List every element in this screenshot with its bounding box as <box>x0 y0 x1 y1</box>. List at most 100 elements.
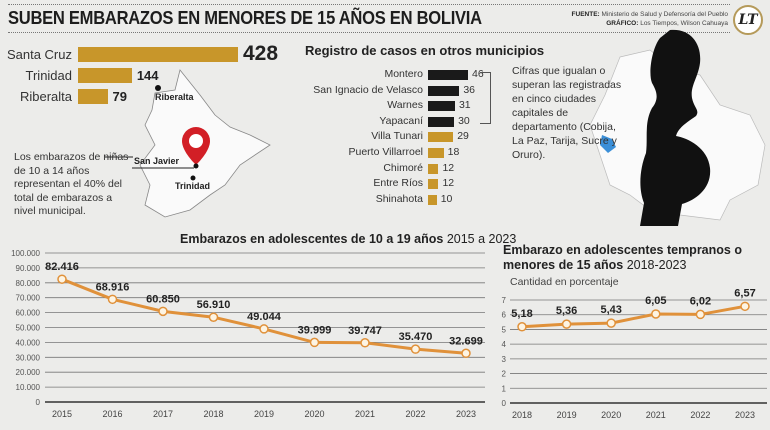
data-point <box>57 274 67 284</box>
data-point <box>158 306 168 317</box>
bracket <box>480 72 491 124</box>
city-value: 79 <box>112 89 127 104</box>
bolivia-map <box>589 49 766 221</box>
data-label: 39.747 <box>348 325 382 337</box>
x-tick-label: 2020 <box>304 409 324 419</box>
city-label: Trinidad <box>25 68 72 83</box>
chart1-title: Embarazos en adolescentes de 10 a 19 año… <box>180 232 444 246</box>
note-text: Los embarazos de niñas de 10 a 14 años r… <box>14 151 129 217</box>
chart1-subtitle: 2015 a 2023 <box>446 232 517 246</box>
x-tick-label: 2017 <box>153 409 173 419</box>
x-tick-label: 2021 <box>646 410 666 420</box>
chart2-title-block: Embarazo en adolescentes tempranos o men… <box>503 243 763 273</box>
y-tick-label: 50.000 <box>16 324 41 333</box>
y-tick-label: 5 <box>502 325 507 334</box>
x-tick-label: 2022 <box>690 410 710 420</box>
y-tick-label: 70.000 <box>16 294 41 303</box>
city-value: 144 <box>136 68 159 83</box>
pregnant-silhouette-icon <box>640 29 711 226</box>
y-tick-label: 40.000 <box>16 338 41 347</box>
x-tick-label: 2016 <box>102 409 122 419</box>
divider <box>8 4 730 5</box>
x-tick-label: 2023 <box>456 409 476 419</box>
map-label-riberalta: Riberalta <box>155 92 195 102</box>
municipio-bar <box>428 194 437 205</box>
line-chart-menores-15: 0 1 2 3 4 5 6 7 2018 2019 2020 2021 2022 2023 5,18 5,36… <box>502 287 767 420</box>
municipio-label: Chimoré <box>383 161 423 174</box>
divider <box>8 32 730 33</box>
municipio-value: 12 <box>442 177 455 190</box>
municipio-bar <box>428 148 444 158</box>
data-point <box>309 337 320 348</box>
data-label: 6,57 <box>734 287 755 299</box>
municipio-label: Puerto Villarroel <box>348 146 423 158</box>
municipio-label: Villa Tunari <box>371 130 423 143</box>
page-title: SUBEN EMBARAZOS EN MENORES DE 15 AÑOS EN… <box>8 8 482 28</box>
municipio-value: 10 <box>440 192 453 205</box>
riberalta-dot <box>155 85 161 91</box>
x-tick-label: 2018 <box>203 409 223 419</box>
municipio-label: Yapacaní <box>379 114 423 127</box>
y-tick-label: 7 <box>502 296 507 305</box>
data-point <box>561 319 572 329</box>
source-credits: FUENTE: Ministerio de Salud y Defensoría… <box>572 10 728 28</box>
x-tick-label: 2015 <box>52 409 72 419</box>
x-tick-label: 2018 <box>512 410 532 420</box>
data-label: 6,02 <box>690 295 711 307</box>
data-label: 5,43 <box>600 304 621 316</box>
y-tick-label: 10.000 <box>16 383 41 392</box>
municipio-bar <box>428 101 455 112</box>
san-javier-dot <box>193 163 199 169</box>
chart2-title: Embarazo en adolescentes tempranos o men… <box>503 243 742 272</box>
map-label-trinidad: Trinidad <box>175 181 210 191</box>
data-label: 5,36 <box>556 305 577 317</box>
city-label: Riberalta <box>19 89 72 104</box>
municipio-bar <box>428 132 454 143</box>
municipio-value: 18 <box>447 146 460 158</box>
x-tick-label: 2019 <box>254 409 274 419</box>
data-point <box>360 338 370 348</box>
municipio-bar <box>428 85 460 96</box>
y-tick-label: 1 <box>502 384 507 393</box>
data-point <box>695 309 706 320</box>
municipio-value: 30 <box>458 114 470 127</box>
trinidad-dot <box>190 175 196 181</box>
municipio-label: Shinahota <box>375 192 423 205</box>
data-label: 39.999 <box>298 324 332 336</box>
municipio-label: Warnes <box>387 99 423 112</box>
data-point <box>208 312 219 322</box>
y-tick-label: 20.000 <box>16 368 41 377</box>
city-bar <box>78 68 132 83</box>
municipio-bar <box>428 116 455 127</box>
municipio-value: 29 <box>457 130 469 143</box>
municipio-value: 36 <box>463 83 475 96</box>
y-tick-label: 3 <box>502 355 507 364</box>
y-tick-label: 60.000 <box>16 309 41 318</box>
municipio-bar <box>428 163 439 174</box>
x-tick-label: 2022 <box>405 409 425 419</box>
data-point <box>107 294 118 305</box>
highlighted-region <box>600 135 616 153</box>
data-point <box>651 309 661 319</box>
data-label: 56.910 <box>197 299 231 311</box>
y-tick-label: 0 <box>502 399 507 408</box>
line-chart-adolescentes: 0 10.000 20.000 30.000 40.000 50.000 60.000 70.… <box>11 249 485 419</box>
x-tick-label: 2020 <box>601 410 621 420</box>
municipio-value: 12 <box>442 161 455 174</box>
data-point <box>410 344 421 354</box>
y-tick-label: 6 <box>502 311 507 320</box>
municipio-value: 31 <box>458 99 471 112</box>
y-tick-label: 0 <box>36 398 41 407</box>
municipio-label: Entre Ríos <box>373 177 423 190</box>
y-tick-label: 30.000 <box>16 353 41 362</box>
pin-hole <box>189 134 203 148</box>
city-label: Santa Cruz <box>6 47 72 62</box>
data-label: 60.850 <box>146 293 180 305</box>
series-line <box>521 304 746 329</box>
data-point <box>259 324 269 334</box>
city-bar <box>78 47 238 62</box>
source-label: FUENTE: <box>571 11 600 18</box>
city-value: 428 <box>243 42 279 65</box>
data-point <box>606 318 616 328</box>
chart1-title-block: Embarazos en adolescentes de 10 a 19 año… <box>180 232 516 246</box>
